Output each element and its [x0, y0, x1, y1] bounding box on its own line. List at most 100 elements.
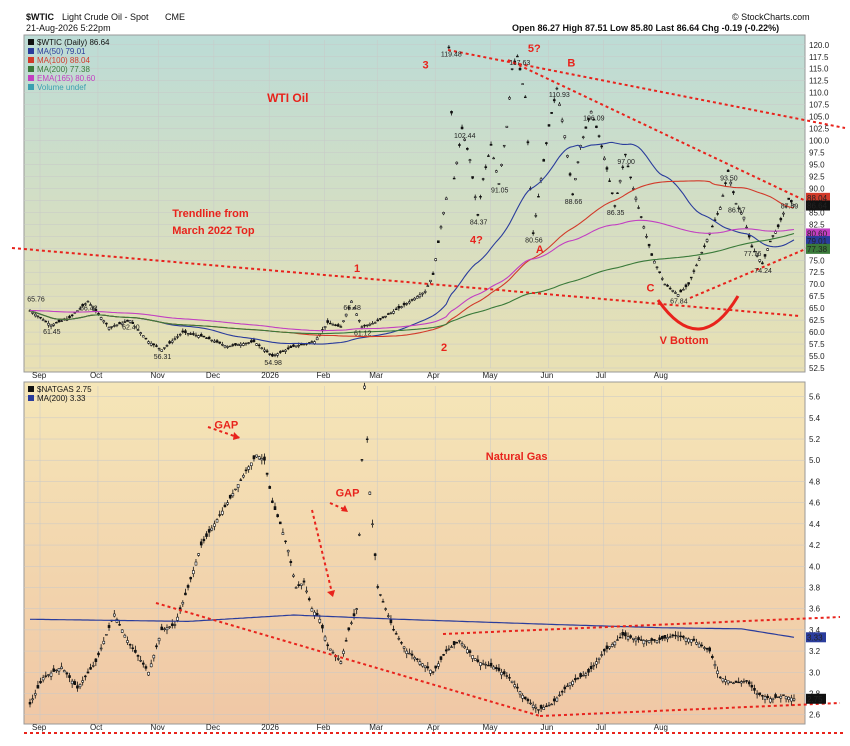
gas-legend-entry: MA(200) 3.33 — [37, 394, 86, 403]
oil-candle-body — [489, 143, 493, 146]
oil-candle-body — [376, 319, 380, 322]
oil-xtick: May — [482, 371, 497, 380]
gas-candle-body — [221, 510, 224, 515]
oil-candle-body — [608, 180, 611, 182]
oil-candle-body — [331, 324, 335, 326]
gas-trendline-channel-top — [442, 616, 841, 635]
gas-panel — [23, 381, 806, 725]
oil-candle-body — [605, 167, 609, 170]
oil-annotation: Trendline from — [172, 208, 249, 220]
gas-gridlines — [24, 386, 805, 720]
gas-candle-body — [294, 587, 298, 589]
gas-candle-body — [502, 671, 506, 675]
gas-candle-body — [376, 586, 380, 588]
oil-candle-body — [213, 340, 216, 343]
oil-candle-body — [603, 157, 606, 160]
gas-candle-body — [413, 657, 416, 660]
oil-candle-body — [610, 192, 614, 195]
gas-candle-body — [634, 638, 638, 642]
oil-ytick: 117.5 — [809, 53, 829, 62]
gas-candle-body — [629, 635, 632, 638]
gas-candle-body — [447, 648, 451, 651]
oil-candle-body — [437, 240, 440, 244]
oil-candle-body — [47, 323, 50, 326]
oil-price-label: 119.48 — [441, 51, 462, 58]
oil-candle-body — [120, 322, 124, 325]
oil-legend-swatch — [28, 57, 34, 63]
gas-candle-body — [663, 635, 667, 639]
oil-candle-body — [703, 245, 706, 247]
oil-candle-body — [724, 182, 727, 184]
oil-candle-body — [339, 326, 343, 328]
oil-candle-body — [170, 340, 174, 343]
oil-candle-body — [787, 197, 791, 200]
gas-candle-body — [505, 675, 509, 677]
oil-candle-body — [178, 333, 182, 336]
gas-candle-body — [371, 523, 374, 525]
gas-candle-body — [642, 640, 646, 645]
oil-annotation: A — [536, 244, 544, 256]
gas-candle-body — [576, 677, 580, 679]
gas-candle-body — [626, 636, 630, 640]
oil-candle-body — [70, 314, 74, 317]
gas-candle-body — [671, 634, 675, 637]
gas-ytick: 4.6 — [809, 499, 821, 508]
gas-candle-body — [558, 694, 561, 697]
oil-right-tag: 80.60 — [807, 229, 828, 238]
oil-candle-body — [184, 330, 187, 333]
gas-ytick: 4.0 — [809, 562, 821, 571]
oil-candle-body — [450, 111, 453, 114]
gas-candle-body — [302, 580, 306, 583]
oil-candle-body — [78, 308, 82, 310]
oil-candle-body — [168, 341, 171, 344]
oil-candle-body — [510, 68, 514, 70]
gas-candle-body — [761, 695, 764, 697]
oil-ytick: 102.5 — [809, 125, 830, 134]
oil-candle-body — [737, 207, 740, 210]
oil-candle-body — [745, 226, 748, 229]
gas-candle-body — [597, 657, 601, 660]
oil-candle-body — [550, 112, 553, 114]
oil-candle-body — [347, 307, 351, 309]
gas-candle-body — [758, 692, 762, 695]
oil-candle-body — [194, 334, 198, 337]
gas-candle-body — [186, 585, 190, 588]
gas-candle-body — [721, 678, 725, 682]
gas-ytick: 5.2 — [809, 435, 821, 444]
oil-candle-body — [429, 279, 432, 282]
oil-candle-body — [260, 347, 264, 350]
oil-candle-body — [118, 322, 121, 325]
oil-candle-body — [473, 196, 477, 198]
gas-candle-body — [242, 475, 245, 478]
gas-candle-body — [776, 696, 780, 698]
gas-candle-body — [537, 709, 540, 711]
oil-candle-body — [384, 315, 387, 318]
gas-candle-body — [444, 649, 448, 652]
gas-candle-body — [450, 646, 453, 648]
oil-ytick: 60.0 — [809, 328, 825, 337]
gas-candle-body — [73, 681, 77, 685]
gas-candle-body — [674, 634, 677, 637]
gas-candle-body — [394, 633, 398, 635]
gas-candle-body — [28, 701, 32, 705]
oil-candle-body — [218, 341, 221, 344]
oil-candle-body — [587, 117, 590, 121]
oil-candle-body — [792, 204, 796, 207]
gas-right-tag: 2.75 — [807, 695, 823, 704]
oil-candle-body — [141, 335, 145, 338]
oil-candle-body — [476, 214, 480, 216]
gas-candle-body — [149, 663, 153, 668]
gas-candle-body — [113, 613, 116, 617]
oil-candle-body — [505, 125, 509, 128]
gas-candle-body — [550, 703, 553, 706]
gas-candle-body — [542, 706, 546, 710]
oil-candle-body — [265, 350, 269, 353]
gas-right-tag: 3.33 — [807, 633, 823, 642]
oil-candle-body — [484, 166, 488, 168]
gas-candle-body — [236, 484, 240, 488]
oil-candle-body — [57, 319, 61, 323]
oil-candle-body — [776, 224, 780, 228]
oil-candle-body — [753, 250, 756, 253]
gas-candle-body — [555, 697, 559, 702]
oil-candle-body — [584, 126, 588, 129]
